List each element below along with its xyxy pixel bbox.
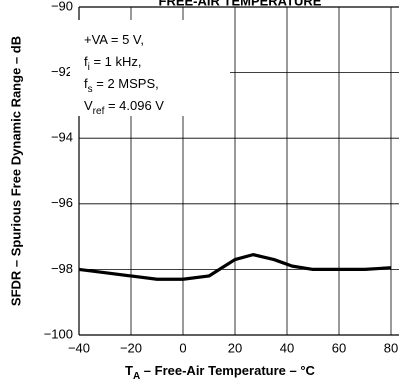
annotation-line-main: f [84, 54, 88, 69]
annotation-line-sub: i [88, 62, 90, 73]
annotation-line: +VA = 5 V, [84, 32, 144, 47]
annotation-line: fs = 2 MSPS, [84, 76, 159, 94]
x-axis-label-main: T [125, 363, 133, 378]
y-tick-label: −90 [51, 0, 73, 13]
x-tick-label: 60 [332, 340, 346, 355]
annotation-line-main: f [84, 76, 88, 91]
x-axis-label-sub: A [133, 371, 140, 379]
annotation-line-sub: ref [93, 106, 105, 117]
y-tick-label: −100 [44, 326, 73, 341]
annotation-line-sub: s [88, 84, 93, 95]
x-tick-label: 20 [228, 340, 242, 355]
annotation-line-main: V [84, 98, 93, 113]
chart-title: FREE-AIR TEMPERATURE [159, 0, 322, 8]
y-tick-label: −92 [51, 64, 73, 79]
x-tick-label: 40 [280, 340, 294, 355]
x-tick-label: 80 [384, 340, 398, 355]
annotation-line-main: +VA = 5 V, [84, 32, 144, 47]
y-tick-label: −98 [51, 261, 73, 276]
x-tick-label: −20 [120, 340, 142, 355]
annotation-line-tail: = 1 kHz, [90, 54, 142, 69]
annotation-box [70, 20, 230, 116]
x-tick-label: 0 [179, 340, 186, 355]
x-axis-label: TA – Free-Air Temperature – °C [125, 363, 316, 379]
x-tick-label: −40 [68, 340, 90, 355]
annotation-line-tail: = 2 MSPS, [93, 76, 159, 91]
y-tick-label: −94 [51, 130, 73, 145]
x-axis-label-tail: – Free-Air Temperature – °C [140, 363, 315, 378]
annotation-line-tail: = 4.096 V [104, 98, 164, 113]
data-line [78, 253, 392, 281]
y-axis-label: SFDR – Spurious Free Dynamic Range – dB [8, 36, 23, 306]
y-tick-label: −96 [51, 195, 73, 210]
annotation-line: fi = 1 kHz, [84, 54, 142, 72]
annotation-line: Vref = 4.096 V [84, 98, 164, 116]
